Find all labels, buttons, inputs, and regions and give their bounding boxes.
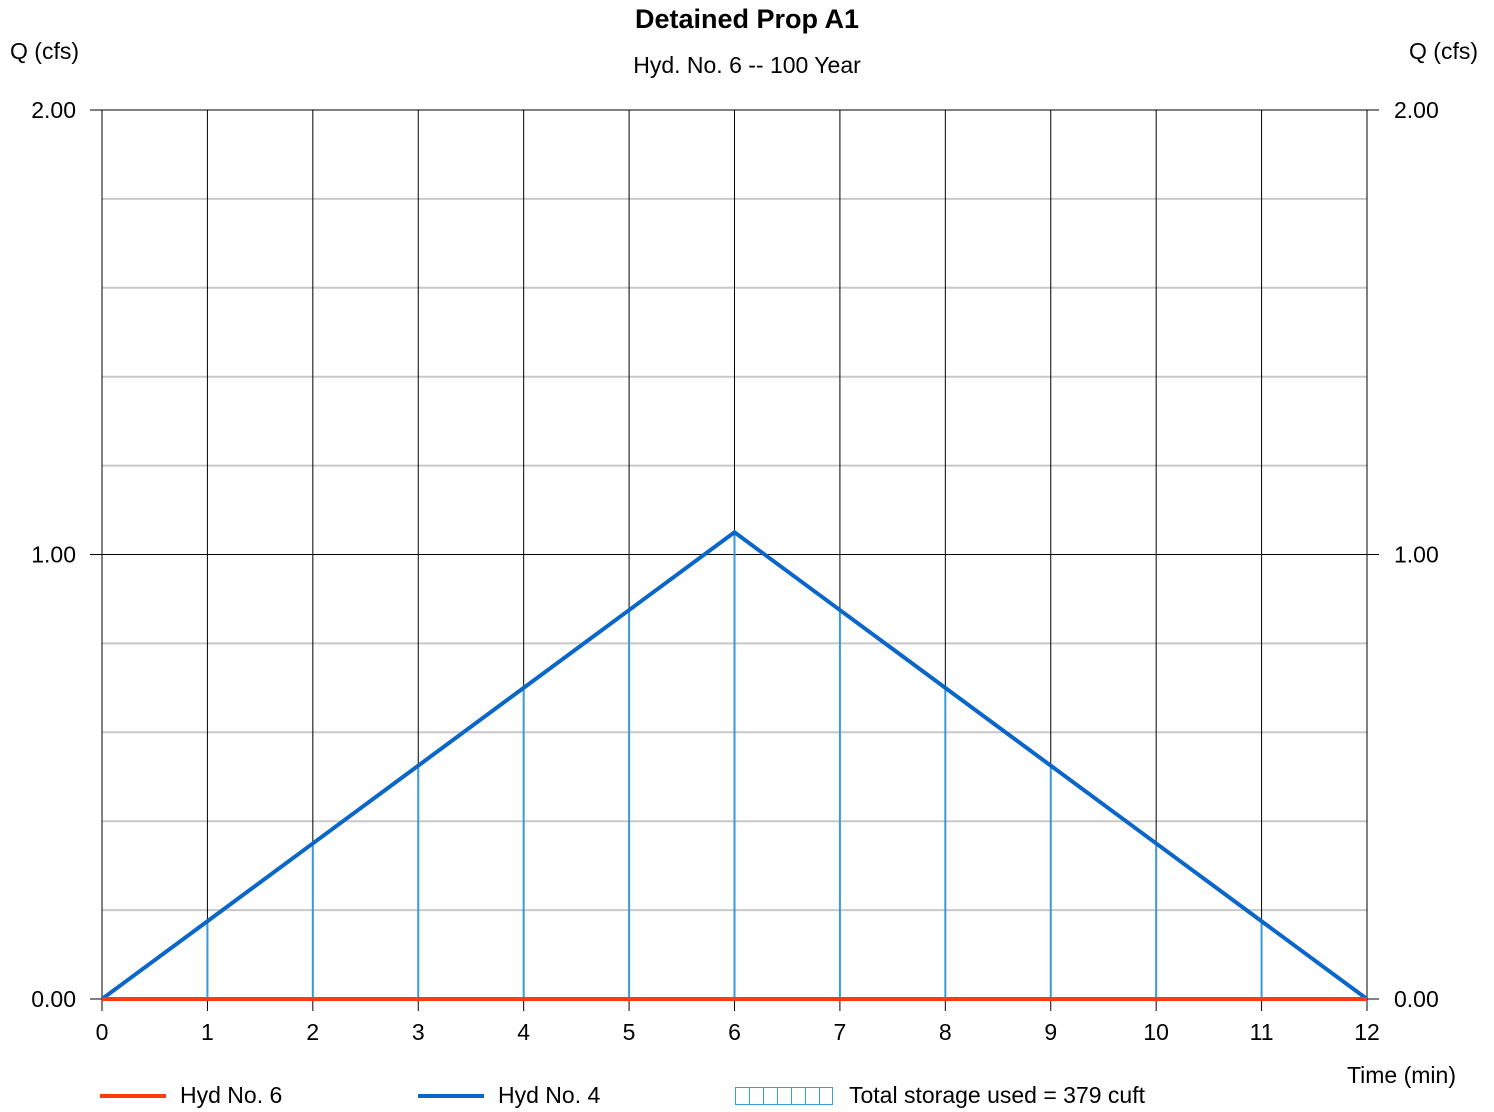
y-tick-label-left: 0.00 <box>31 986 76 1012</box>
x-tick-label: 10 <box>1143 1019 1169 1045</box>
series-line-hyd4 <box>100 529 1369 1001</box>
y-axis-label-right: Q (cfs) <box>1409 38 1478 64</box>
legend-label-hyd4: Hyd No. 4 <box>498 1082 601 1108</box>
legend-swatch-hyd4 <box>418 1093 484 1098</box>
legend-item-hyd4: Hyd No. 4 <box>418 1082 600 1109</box>
y-tick-label-right: 2.00 <box>1394 97 1439 123</box>
x-tick-label: 2 <box>306 1019 319 1045</box>
chart-title: Detained Prop A1 <box>634 4 860 34</box>
x-tick-label: 9 <box>1044 1019 1057 1045</box>
x-tick-label: 7 <box>834 1019 847 1045</box>
x-axis-label: Time (min) <box>1346 1062 1456 1088</box>
x-tick-label: 0 <box>96 1019 109 1045</box>
chart-subtitle: Hyd. No. 6 -- 100 Year <box>633 52 861 78</box>
legend-swatch-hyd6 <box>100 1093 166 1098</box>
y-axis-label-left: Q (cfs) <box>10 38 79 64</box>
x-tick-label: 6 <box>728 1019 741 1045</box>
legend-swatch-storage <box>735 1086 833 1105</box>
legend-label-storage: Total storage used = 379 cuft <box>849 1082 1146 1108</box>
y-tick-label-right: 0.00 <box>1394 986 1439 1012</box>
x-tick-label: 3 <box>412 1019 425 1045</box>
y-tick-label-left: 2.00 <box>31 97 76 123</box>
x-tick-label: 1 <box>201 1019 214 1045</box>
x-tick-label: 8 <box>939 1019 952 1045</box>
x-tick-label: 11 <box>1250 1019 1274 1045</box>
legend-item-storage: Total storage used = 379 cuft <box>735 1082 1145 1109</box>
x-tick-label: 12 <box>1354 1019 1380 1045</box>
x-tick-label: 5 <box>623 1019 636 1045</box>
hydrograph-plot: 0.00 0.001.00 1.002.00 2.000 1 2 3 4 5 6 7 8 9 10 11 12 <box>31 97 1439 1045</box>
y-tick-label-left: 1.00 <box>31 542 76 568</box>
y-tick-label-right: 1.00 <box>1394 542 1439 568</box>
legend-item-hyd6: Hyd No. 6 <box>100 1082 282 1109</box>
legend-label-hyd6: Hyd No. 6 <box>180 1082 283 1108</box>
x-tick-label: 4 <box>517 1019 530 1045</box>
